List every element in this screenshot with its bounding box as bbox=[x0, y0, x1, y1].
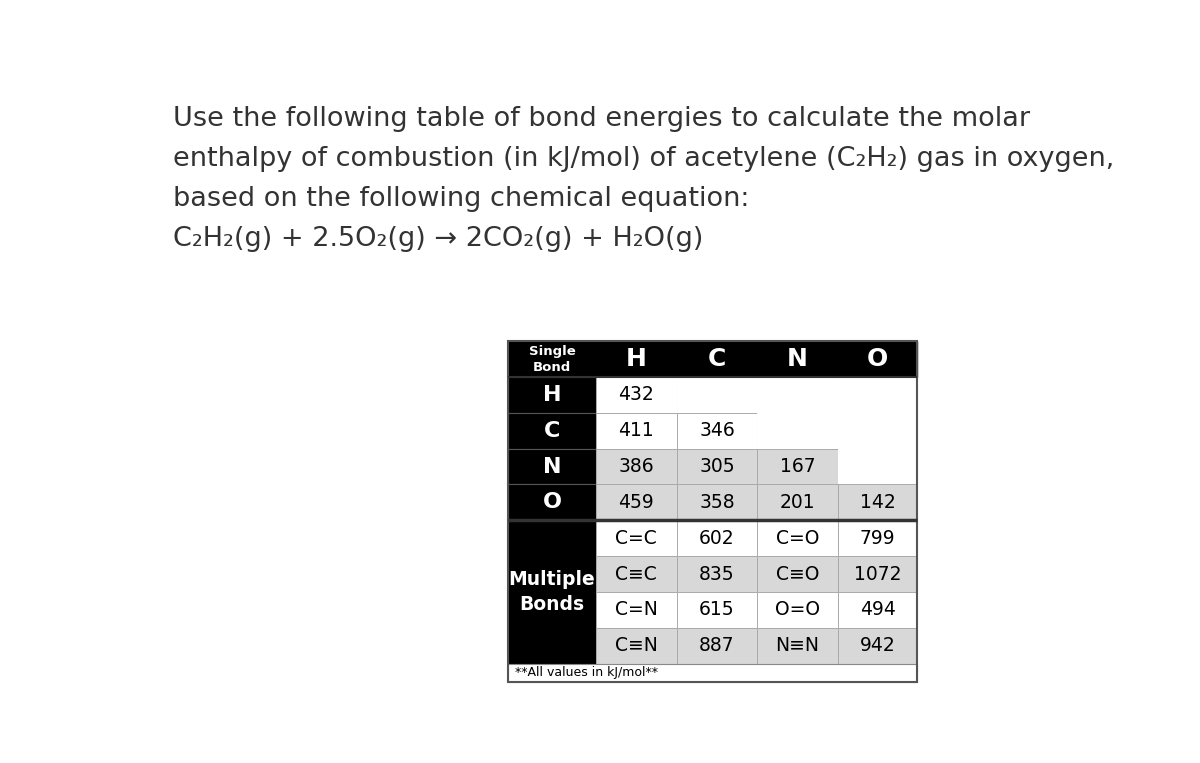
Bar bbox=[596, 341, 677, 377]
Text: 1072: 1072 bbox=[854, 565, 901, 584]
Bar bbox=[757, 449, 838, 485]
Bar bbox=[677, 341, 757, 377]
Bar bbox=[838, 556, 917, 592]
Bar bbox=[677, 413, 757, 449]
Text: Use the following table of bond energies to calculate the molar: Use the following table of bond energies… bbox=[173, 106, 1031, 132]
Bar bbox=[596, 628, 677, 664]
Text: 602: 602 bbox=[700, 529, 734, 548]
Bar bbox=[508, 664, 917, 682]
Text: 835: 835 bbox=[700, 565, 734, 584]
Text: O: O bbox=[542, 492, 562, 513]
Text: C=N: C=N bbox=[614, 600, 658, 620]
Bar bbox=[596, 449, 677, 485]
Bar bbox=[596, 520, 677, 556]
Bar bbox=[757, 341, 838, 377]
Bar bbox=[757, 556, 838, 592]
Text: N≡N: N≡N bbox=[775, 636, 820, 655]
Text: C₂H₂(g) + 2.5O₂(g) → 2CO₂(g) + H₂O(g): C₂H₂(g) + 2.5O₂(g) → 2CO₂(g) + H₂O(g) bbox=[173, 226, 703, 252]
Bar bbox=[838, 413, 917, 449]
Bar bbox=[757, 628, 838, 664]
Text: C=C: C=C bbox=[616, 529, 658, 548]
Text: enthalpy of combustion (in kJ/mol) of acetylene (C₂H₂) gas in oxygen,: enthalpy of combustion (in kJ/mol) of ac… bbox=[173, 146, 1115, 172]
Bar bbox=[677, 485, 757, 520]
Bar bbox=[508, 341, 596, 377]
Text: 615: 615 bbox=[700, 600, 734, 620]
Text: 358: 358 bbox=[700, 493, 734, 512]
Bar bbox=[508, 413, 596, 449]
Text: 411: 411 bbox=[618, 421, 654, 440]
Bar bbox=[677, 556, 757, 592]
Text: 142: 142 bbox=[859, 493, 895, 512]
Bar bbox=[838, 377, 917, 413]
Text: C: C bbox=[708, 347, 726, 371]
Bar bbox=[596, 592, 677, 628]
Bar bbox=[757, 413, 838, 449]
Text: C: C bbox=[544, 420, 560, 441]
Bar bbox=[677, 377, 757, 413]
Text: 887: 887 bbox=[700, 636, 734, 655]
Text: 167: 167 bbox=[780, 457, 815, 476]
Bar bbox=[508, 377, 596, 413]
Bar bbox=[596, 413, 677, 449]
Text: N: N bbox=[542, 456, 562, 477]
Bar bbox=[677, 520, 757, 556]
Text: C≡C: C≡C bbox=[616, 565, 658, 584]
Bar bbox=[508, 449, 596, 485]
Text: C≡N: C≡N bbox=[614, 636, 658, 655]
Text: 201: 201 bbox=[780, 493, 815, 512]
Bar bbox=[838, 628, 917, 664]
Bar bbox=[838, 341, 917, 377]
Text: 432: 432 bbox=[618, 385, 654, 404]
Bar bbox=[757, 520, 838, 556]
Bar bbox=[677, 592, 757, 628]
Bar bbox=[596, 556, 677, 592]
Text: 346: 346 bbox=[700, 421, 734, 440]
Text: H: H bbox=[626, 347, 647, 371]
Bar bbox=[838, 520, 917, 556]
Text: 942: 942 bbox=[859, 636, 895, 655]
Text: 494: 494 bbox=[859, 600, 895, 620]
Bar bbox=[508, 485, 596, 520]
Bar bbox=[757, 485, 838, 520]
Bar bbox=[757, 592, 838, 628]
Text: Multiple
Bonds: Multiple Bonds bbox=[509, 570, 595, 614]
Bar bbox=[677, 449, 757, 485]
Text: 386: 386 bbox=[618, 457, 654, 476]
Bar bbox=[508, 520, 596, 664]
Bar bbox=[596, 485, 677, 520]
Text: 799: 799 bbox=[859, 529, 895, 548]
Text: N: N bbox=[787, 347, 808, 371]
Bar bbox=[838, 449, 917, 485]
Text: C=O: C=O bbox=[776, 529, 820, 548]
Text: based on the following chemical equation:: based on the following chemical equation… bbox=[173, 186, 750, 212]
Bar bbox=[838, 592, 917, 628]
Text: **All values in kJ/mol**: **All values in kJ/mol** bbox=[516, 666, 659, 679]
Text: H: H bbox=[542, 385, 562, 405]
Text: C≡O: C≡O bbox=[776, 565, 820, 584]
Text: O=O: O=O bbox=[775, 600, 820, 620]
Text: Single
Bond: Single Bond bbox=[529, 345, 576, 374]
Text: O: O bbox=[866, 347, 888, 371]
Bar bbox=[757, 377, 838, 413]
Bar bbox=[677, 628, 757, 664]
Text: 459: 459 bbox=[618, 493, 654, 512]
Bar bbox=[838, 485, 917, 520]
Bar bbox=[596, 377, 677, 413]
Text: 305: 305 bbox=[700, 457, 734, 476]
